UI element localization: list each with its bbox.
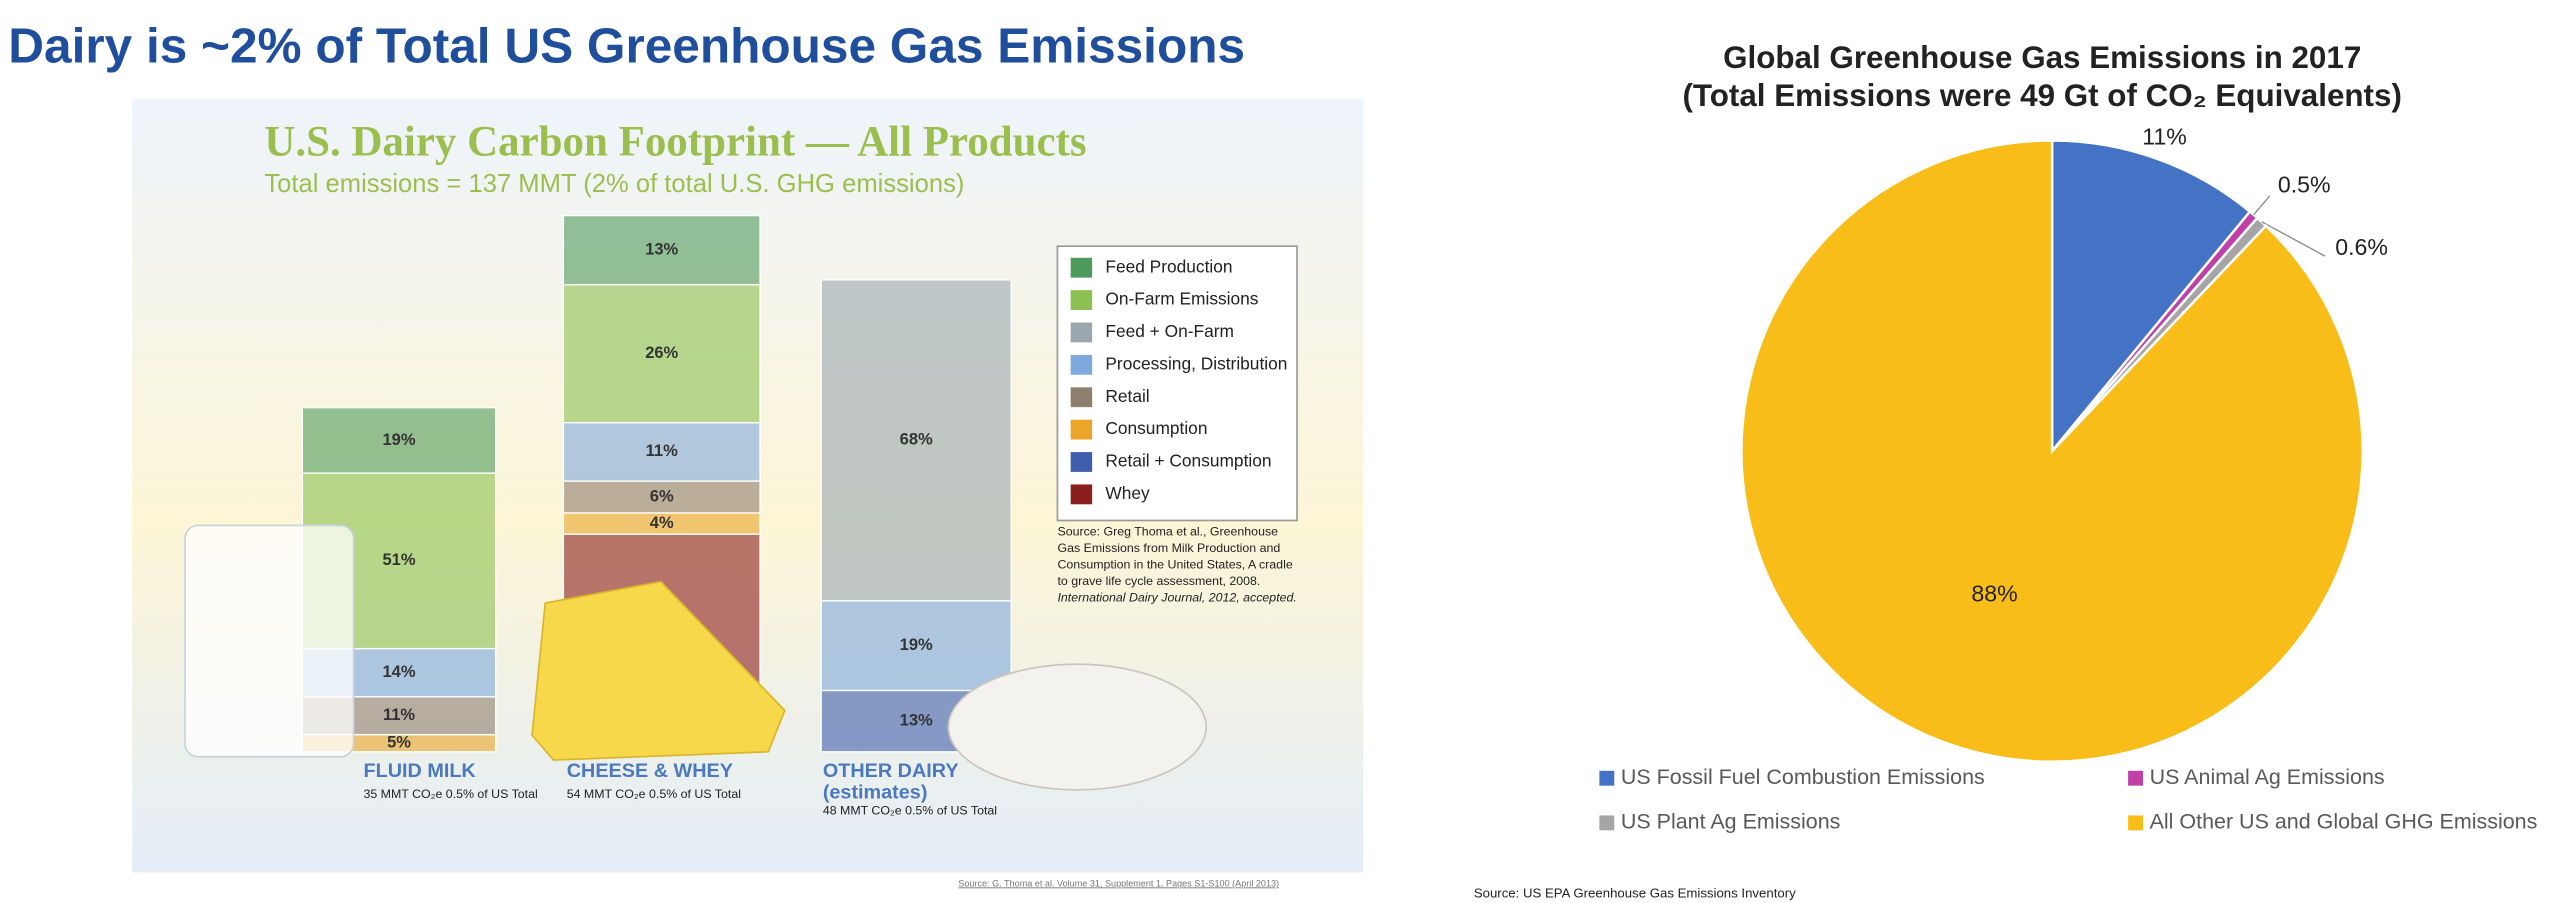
legend-swatch — [1599, 815, 1615, 831]
legend-swatch — [2128, 815, 2143, 831]
chart-title: Global Greenhouse Gas Emissions in 2017 — [1723, 40, 2361, 75]
value-label: 19% — [382, 430, 415, 449]
category-note: (estimates) — [823, 781, 928, 803]
source-note: Gas Emissions from Milk Production and — [1057, 541, 1280, 555]
legend-swatch — [1070, 257, 1093, 278]
source-citation: Source: G. Thoma et al. Volume 31, Suppl… — [958, 878, 1279, 888]
value-label: 4% — [650, 513, 674, 532]
leader-line — [2253, 195, 2271, 216]
legend-swatch — [1599, 770, 1615, 786]
dairy-chart: U.S. Dairy Carbon Footprint — All Produc… — [184, 118, 1298, 888]
total-label: 35 MMT CO₂e 0.5% of US Total — [363, 787, 537, 801]
legend-label: US Animal Ag Emissions — [2150, 765, 2385, 789]
value-label: 13% — [900, 710, 933, 729]
source-note: International Dairy Journal, 2012, accep… — [1057, 590, 1296, 604]
legend-label: US Fossil Fuel Combustion Emissions — [1621, 765, 1985, 789]
source-note: Source: Greg Thoma et al., Greenhouse — [1057, 524, 1278, 538]
pie-slice — [1740, 139, 2364, 763]
legend-label: Retail + Consumption — [1105, 451, 1271, 471]
value-label: 13% — [645, 239, 678, 258]
source-note: to grave life cycle assessment, 2008. — [1057, 574, 1260, 588]
value-label: 6% — [650, 486, 674, 505]
legend-swatch — [1070, 290, 1093, 310]
category-label: FLUID MILK — [363, 760, 476, 782]
value-label: 0.5% — [2278, 171, 2331, 197]
value-label: 11% — [2142, 123, 2187, 149]
total-label: 54 MMT CO₂e 0.5% of US Total — [567, 787, 741, 801]
legend-swatch — [1070, 452, 1093, 472]
bowl-illustration — [947, 663, 1207, 791]
legend-label: On-Farm Emissions — [1105, 289, 1258, 309]
legend-label: All Other US and Global GHG Emissions — [2150, 810, 2538, 834]
legend-label: Feed + On-Farm — [1105, 321, 1234, 341]
source-citation: Source: US EPA Greenhouse Gas Emissions … — [1474, 885, 1796, 900]
legend-swatch — [1070, 354, 1093, 375]
chart-subtitle: (Total Emissions were 49 Gt of CO₂ Equiv… — [1682, 78, 2401, 113]
pie-chart: Global Greenhouse Gas Emissions in 2017(… — [1474, 40, 2538, 901]
legend-swatch — [1070, 484, 1093, 505]
bar-segment — [820, 279, 1012, 602]
bar-segment — [562, 421, 761, 482]
value-label: 68% — [900, 430, 933, 449]
value-label: 5% — [387, 733, 411, 752]
value-label: 88% — [1971, 580, 2017, 606]
glass-illustration — [184, 524, 355, 758]
legend-label: US Plant Ag Emissions — [1621, 810, 1841, 834]
value-label: 11% — [383, 705, 415, 724]
page-title: Dairy is ~2% of Total US Greenhouse Gas … — [8, 18, 1245, 74]
value-label: 0.6% — [2335, 234, 2388, 260]
value-label: 11% — [646, 441, 678, 460]
legend-swatch — [1070, 322, 1093, 343]
value-label: 51% — [382, 550, 415, 569]
legend-swatch — [2128, 770, 2143, 786]
value-label: 14% — [382, 662, 415, 681]
leader-line — [2261, 221, 2326, 257]
cheese-illustration — [531, 580, 786, 761]
chart-subtitle: Total emissions = 137 MMT (2% of total U… — [264, 170, 964, 198]
source-note: Consumption in the United States, A crad… — [1057, 557, 1292, 571]
bar-segment — [562, 214, 761, 286]
legend-label: Processing, Distribution — [1105, 353, 1287, 373]
bar-segment — [562, 480, 761, 514]
total-label: 48 MMT CO₂e 0.5% of US Total — [823, 804, 997, 818]
legend-box — [1056, 245, 1298, 522]
legend-swatch — [1070, 387, 1093, 408]
bar-segment — [301, 407, 497, 474]
chart-title: U.S. Dairy Carbon Footprint — All Produc… — [264, 118, 1086, 165]
category-label: CHEESE & WHEY — [567, 760, 733, 782]
pie-slice — [2050, 139, 2252, 455]
value-label: 26% — [645, 343, 678, 362]
legend-label: Consumption — [1105, 418, 1207, 438]
legend-swatch — [1070, 419, 1093, 440]
value-label: 19% — [900, 635, 933, 654]
bar-segment — [562, 283, 761, 424]
category-label: OTHER DAIRY — [823, 760, 959, 782]
legend-label: Whey — [1105, 483, 1150, 503]
legend-label: Retail — [1105, 386, 1149, 406]
legend-label: Feed Production — [1105, 256, 1232, 276]
